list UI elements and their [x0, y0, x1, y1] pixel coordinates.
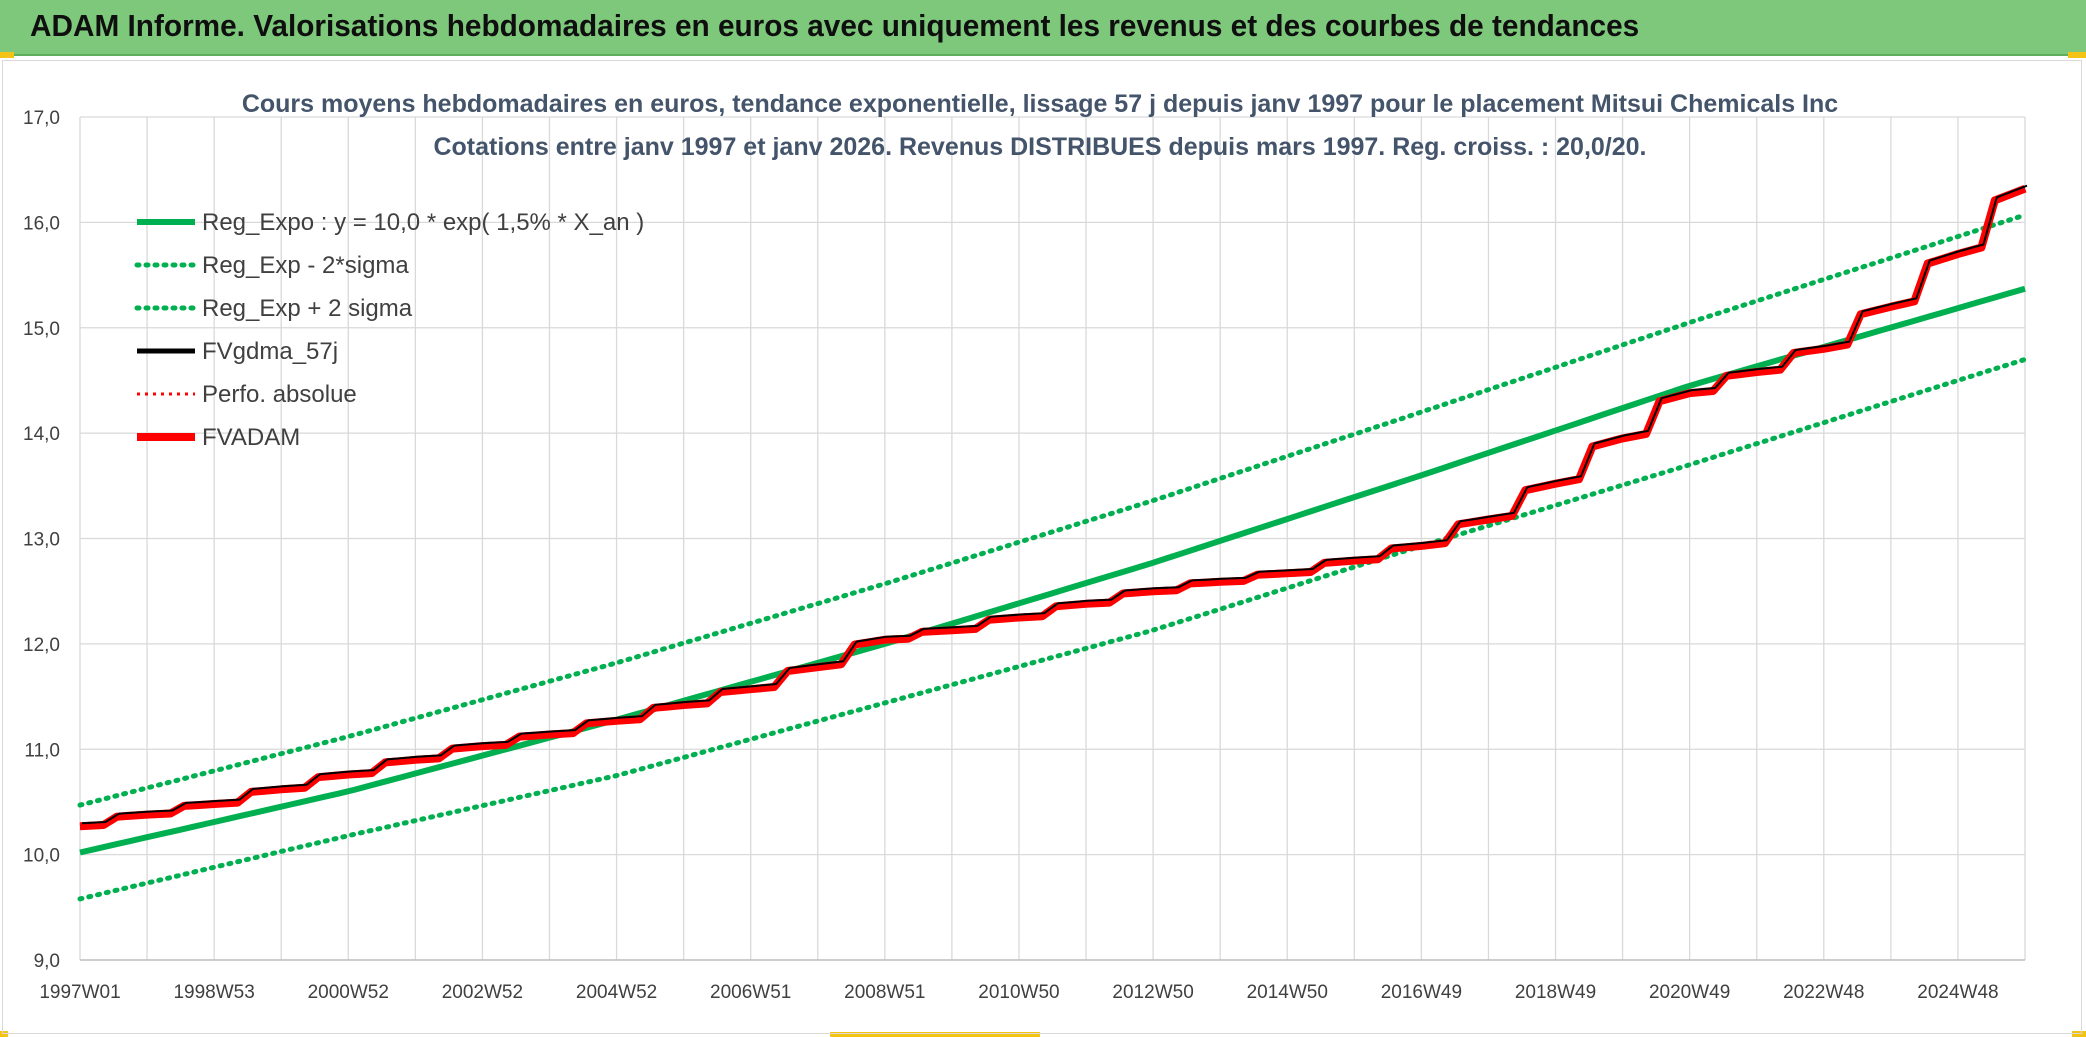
chart-series: [77, 184, 2028, 902]
y-tick-label: 15,0: [23, 319, 60, 340]
regression-line: [79, 285, 2026, 856]
y-tick-label: 16,0: [23, 213, 60, 234]
corner-accent-bottom-left: [0, 1031, 8, 1037]
x-tick-label: 2002W52: [442, 982, 523, 1003]
chart-subtitle: Cotations entre janv 1997 et janv 2026. …: [433, 133, 1646, 161]
y-tick-label: 12,0: [23, 635, 60, 656]
regression-lower-band: [77, 356, 2028, 902]
y-axis-ticks: 9,0 10,0 11,0 12,0 13,0 14,0 15,0 16,0 17,0: [23, 108, 60, 972]
report-title: ADAM Informe. Valorisations hebdomadaire…: [30, 8, 1640, 43]
corner-accent-top-right: [2068, 52, 2086, 58]
x-tick-label: 2008W51: [844, 982, 925, 1003]
legend-regression-label: Reg_Expo : y = 10,0 * exp( 1,5% * X_an ): [202, 209, 644, 236]
x-tick-label: 2014W50: [1247, 982, 1328, 1003]
corner-accent-top-left: [0, 52, 14, 58]
x-tick-label: 2000W52: [308, 982, 389, 1003]
x-tick-label: 2006W51: [710, 982, 791, 1003]
chart-legend: Reg_Expo : y = 10,0 * exp( 1,5% * X_an )…: [134, 209, 644, 451]
y-tick-label: 11,0: [24, 740, 60, 761]
x-tick-label: 1998W53: [173, 982, 254, 1003]
fvadam-line: [79, 184, 2027, 831]
x-tick-label: 2024W48: [1917, 982, 1998, 1003]
x-tick-label: 2010W50: [978, 982, 1059, 1003]
x-tick-label: 2020W49: [1649, 982, 1730, 1003]
y-tick-label: 13,0: [23, 530, 60, 551]
x-tick-label: 2016W49: [1381, 982, 1462, 1003]
chart-titles: Cours moyens hebdomadaires en euros, ten…: [242, 90, 1838, 161]
x-tick-label: 2012W50: [1112, 982, 1193, 1003]
legend-fvadam-label: FVADAM: [202, 424, 300, 451]
corner-accent-bottom-right: [2072, 1031, 2086, 1037]
legend-upper-band-label: Reg_Exp + 2 sigma: [202, 295, 413, 322]
legend-perfo-absolue-label: Perfo. absolue: [202, 381, 357, 408]
regression-upper-band: [77, 212, 2028, 808]
x-tick-label: 2022W48: [1783, 982, 1864, 1003]
x-tick-label: 2004W52: [576, 982, 657, 1003]
y-tick-label: 9,0: [34, 951, 60, 972]
chart-frame: [2, 60, 2082, 1034]
chart-grid: [79, 116, 2026, 961]
corner-accent-bottom-mid: [830, 1032, 1040, 1037]
chart-title: Cours moyens hebdomadaires en euros, ten…: [242, 90, 1838, 118]
legend-fvgdma-label: FVgdma_57j: [202, 338, 338, 365]
x-tick-label: 1997W01: [39, 982, 120, 1003]
y-tick-label: 17,0: [23, 108, 60, 129]
y-tick-label: 10,0: [23, 846, 60, 867]
legend-lower-band-label: Reg_Exp - 2*sigma: [202, 252, 409, 279]
x-axis-ticks: 1997W01 1998W53 2000W52 2002W52 2004W52 2006W…: [39, 982, 1998, 1003]
x-tick-label: 2018W49: [1515, 982, 1596, 1003]
y-tick-label: 14,0: [23, 424, 60, 445]
fvgdma-line-overlay: [81, 184, 2028, 825]
report-banner: ADAM Informe. Valorisations hebdomadaire…: [0, 0, 2086, 56]
